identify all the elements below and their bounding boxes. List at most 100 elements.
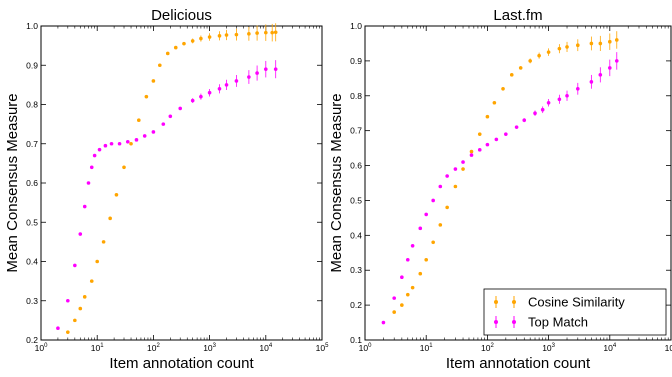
data-point — [56, 326, 60, 331]
data-point — [129, 141, 133, 146]
data-point — [469, 149, 474, 154]
data-point — [392, 296, 396, 300]
data-point — [461, 167, 465, 171]
data-point — [598, 73, 603, 77]
data-point — [557, 97, 562, 102]
data-point — [424, 257, 429, 262]
data-point — [224, 83, 229, 87]
series-cosine-similarity — [392, 31, 619, 314]
x-tick-label: 101 — [91, 343, 104, 353]
data-point — [485, 114, 490, 119]
data-point — [264, 67, 268, 71]
data-point — [565, 45, 569, 49]
data-point — [178, 106, 183, 111]
panel-1: 100 101 102 103 104 105 0.2 0.3 0.4 0.5 0.6 0.7 0.8 0… — [4, 7, 329, 372]
y-tick-label: 0.3 — [26, 296, 38, 306]
data-point — [598, 41, 603, 46]
data-point — [575, 43, 580, 47]
data-point — [264, 30, 268, 35]
data-point — [418, 271, 423, 276]
data-point — [445, 174, 449, 178]
data-point — [392, 310, 396, 314]
data-point — [182, 41, 186, 46]
data-point — [424, 212, 429, 217]
data-point — [608, 39, 612, 44]
legend-label: Cosine Similarity — [528, 295, 625, 310]
data-point — [190, 98, 195, 103]
data-point — [247, 32, 251, 36]
data-point — [142, 134, 147, 138]
data-point — [66, 330, 70, 334]
y-tick-label: 0.6 — [26, 178, 38, 188]
data-point — [137, 118, 141, 122]
data-point — [125, 139, 130, 144]
data-point — [207, 35, 212, 39]
panel-title: Last.fm — [493, 7, 542, 24]
y-tick-label: 0.7 — [26, 139, 38, 149]
x-tick-label: 104 — [603, 343, 616, 353]
data-point — [89, 279, 94, 283]
data-point — [82, 295, 87, 299]
y-tick-label: 0.6 — [350, 161, 362, 171]
plot-frame — [364, 25, 672, 341]
y-tick-label: 0.2 — [26, 335, 38, 345]
x-tick-label: 102 — [481, 343, 494, 353]
data-point — [400, 275, 404, 280]
panel-title: Delicious — [151, 7, 212, 24]
data-point — [589, 80, 594, 84]
data-point — [405, 257, 410, 262]
data-point — [165, 51, 170, 56]
y-tick-label: 0.2 — [350, 300, 362, 310]
x-tick-label: 103 — [542, 343, 555, 353]
data-point — [485, 142, 490, 147]
data-point — [431, 240, 435, 245]
x-tick-label: 100 — [359, 343, 372, 353]
data-point — [405, 292, 410, 297]
data-point — [234, 32, 239, 37]
panel-2: 100 101 102 103 104 105 0.1 0.2 0.3 0.4 0.5 0.6 0.7 0… — [328, 7, 672, 372]
y-tick-label: 0.3 — [350, 265, 362, 275]
x-tick-label: 105 — [316, 343, 329, 353]
x-tick-label: 101 — [420, 343, 433, 353]
data-point — [540, 107, 545, 112]
legend-marker — [494, 300, 498, 304]
y-tick-label: 0.5 — [26, 217, 38, 227]
data-point — [273, 67, 278, 71]
y-tick-label: 0.8 — [26, 100, 38, 110]
data-point — [114, 192, 119, 197]
data-point — [410, 285, 415, 290]
data-point — [537, 53, 541, 58]
y-tick-label: 0.9 — [350, 56, 362, 66]
data-point — [614, 59, 619, 63]
legend-label: Top Match — [528, 315, 588, 330]
data-point — [86, 181, 91, 185]
series-top-match — [381, 52, 619, 325]
data-point — [234, 79, 239, 83]
y-tick-label: 0.4 — [26, 257, 38, 267]
data-point — [199, 36, 203, 41]
data-point — [92, 153, 97, 158]
data-point — [73, 263, 77, 268]
data-point — [95, 259, 99, 264]
data-point — [255, 71, 259, 75]
data-point — [453, 167, 458, 171]
data-point — [158, 63, 162, 68]
data-point — [103, 143, 108, 148]
data-point — [557, 46, 562, 51]
data-point — [469, 153, 474, 157]
data-point — [514, 125, 519, 129]
data-point — [438, 184, 443, 189]
data-point — [207, 90, 212, 95]
data-point — [477, 148, 482, 152]
data-point — [533, 111, 537, 116]
y-tick-label: 0.4 — [350, 230, 362, 240]
x-axis-title: Item annotation count — [446, 355, 591, 372]
data-point — [82, 204, 87, 209]
x-tick-label: 100 — [35, 343, 48, 353]
series-cosine-similarity — [66, 23, 278, 334]
data-point — [101, 240, 106, 244]
data-point — [78, 306, 83, 311]
data-point — [144, 94, 149, 99]
